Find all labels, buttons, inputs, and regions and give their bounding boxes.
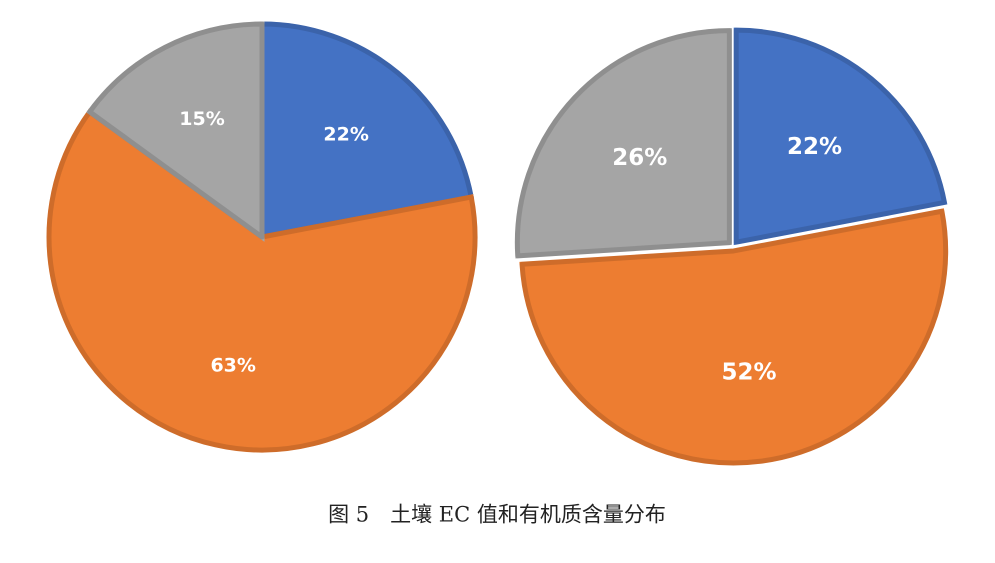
- slice-label: 26%: [612, 145, 667, 171]
- slice-label: 15%: [179, 108, 224, 130]
- pie-slice: [86, 21, 265, 242]
- slice-border: [514, 28, 732, 259]
- slice-label: 22%: [787, 134, 842, 160]
- pie-slice: [46, 108, 478, 453]
- slice-border: [519, 208, 949, 466]
- slice-border: [259, 21, 474, 240]
- pie-slice: [259, 21, 475, 241]
- slice-label: 63%: [210, 354, 255, 376]
- pie-slice: [514, 28, 732, 259]
- pie-slice: [519, 208, 949, 466]
- pie-slice: [733, 27, 948, 246]
- slice-border: [87, 21, 265, 240]
- slice-border: [733, 27, 947, 245]
- slice-border: [46, 109, 478, 453]
- slice-label: 22%: [323, 124, 368, 146]
- caption: 图 5 土壤 EC 值和有机质含量分布: [328, 503, 666, 527]
- slice-label: 52%: [722, 359, 777, 385]
